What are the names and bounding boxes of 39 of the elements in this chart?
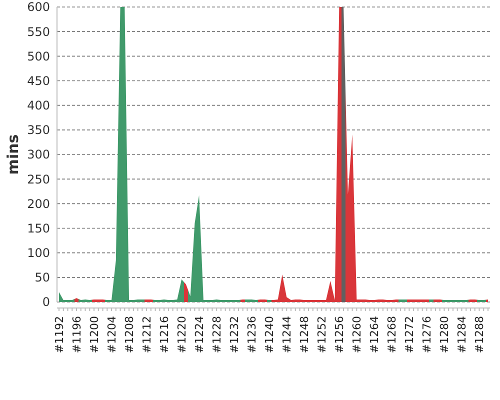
x-tick-label: #1204 xyxy=(105,316,118,354)
y-tick-label: 150 xyxy=(27,221,50,236)
x-tick-label: #1236 xyxy=(245,316,258,354)
x-tick-label: #1208 xyxy=(122,316,136,354)
x-tick-label: #1220 xyxy=(175,316,188,354)
x-tick-label: #1224 xyxy=(192,316,206,354)
x-tick-label: #1248 xyxy=(298,316,311,354)
y-tick-label: 450 xyxy=(27,74,50,88)
x-tick-label: #1268 xyxy=(386,316,399,354)
x-tick-label: #1284 xyxy=(456,316,469,354)
y-tick-label: 0 xyxy=(42,295,50,310)
x-tick-label: #1228 xyxy=(210,316,224,354)
x-tick-label: #1256 xyxy=(333,316,346,354)
y-tick-label: 200 xyxy=(27,196,50,211)
x-tick-label: #1240 xyxy=(262,316,276,354)
x-tick-label: #1264 xyxy=(368,316,382,354)
y-tick-label: 250 xyxy=(27,172,50,186)
y-tick-label: 400 xyxy=(27,98,50,113)
x-tick-label: #1216 xyxy=(158,316,171,354)
x-tick-label: #1196 xyxy=(70,316,84,354)
x-tick-label: #1244 xyxy=(280,316,294,354)
x-tick-label: #1280 xyxy=(438,316,452,354)
x-tick-label: #1276 xyxy=(420,316,434,354)
x-tick-label: #1260 xyxy=(350,316,364,354)
x-tick-label: #1192 xyxy=(52,316,66,354)
y-tick-label: 50 xyxy=(34,270,50,285)
x-tick-label: #1212 xyxy=(140,316,154,354)
y-tick-label: 600 xyxy=(27,0,50,14)
y-tick-label: 300 xyxy=(27,148,50,162)
y-tick-label: 100 xyxy=(27,246,50,260)
x-tick-label: #1252 xyxy=(316,316,329,354)
x-tick-label: #1288 xyxy=(473,316,486,354)
y-tick-label: 550 xyxy=(27,24,50,39)
y-axis-title: mins xyxy=(4,134,22,175)
x-tick-label: #1200 xyxy=(88,316,101,354)
y-tick-label: 350 xyxy=(27,123,50,138)
y-tick-label: 500 xyxy=(27,49,50,64)
x-tick-label: #1232 xyxy=(228,316,241,354)
x-tick-label: #1272 xyxy=(403,316,416,354)
